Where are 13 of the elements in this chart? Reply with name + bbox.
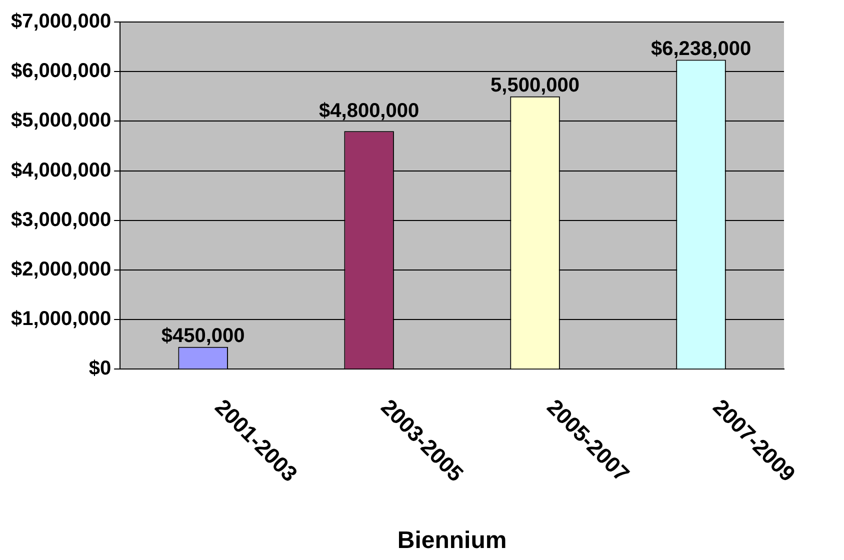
data-label: 5,500,000	[490, 74, 580, 96]
data-label: $4,800,000	[319, 100, 420, 122]
y-tick-label: $3,000,000	[10, 208, 112, 231]
y-tick-label: $7,000,000	[10, 10, 112, 33]
data-label: $450,000	[161, 324, 245, 347]
y-tick-label: $6,000,000	[10, 60, 112, 82]
x-axis-title: Biennium	[397, 527, 507, 554]
y-tick-label: $0	[88, 358, 112, 380]
y-tick-label: $4,000,000	[10, 159, 112, 182]
y-tick-label: $5,000,000	[10, 110, 112, 132]
y-tick-label: $1,000,000	[10, 308, 112, 330]
data-label: $6,238,000	[650, 38, 752, 60]
y-tick-label: $2,000,000	[10, 258, 112, 281]
